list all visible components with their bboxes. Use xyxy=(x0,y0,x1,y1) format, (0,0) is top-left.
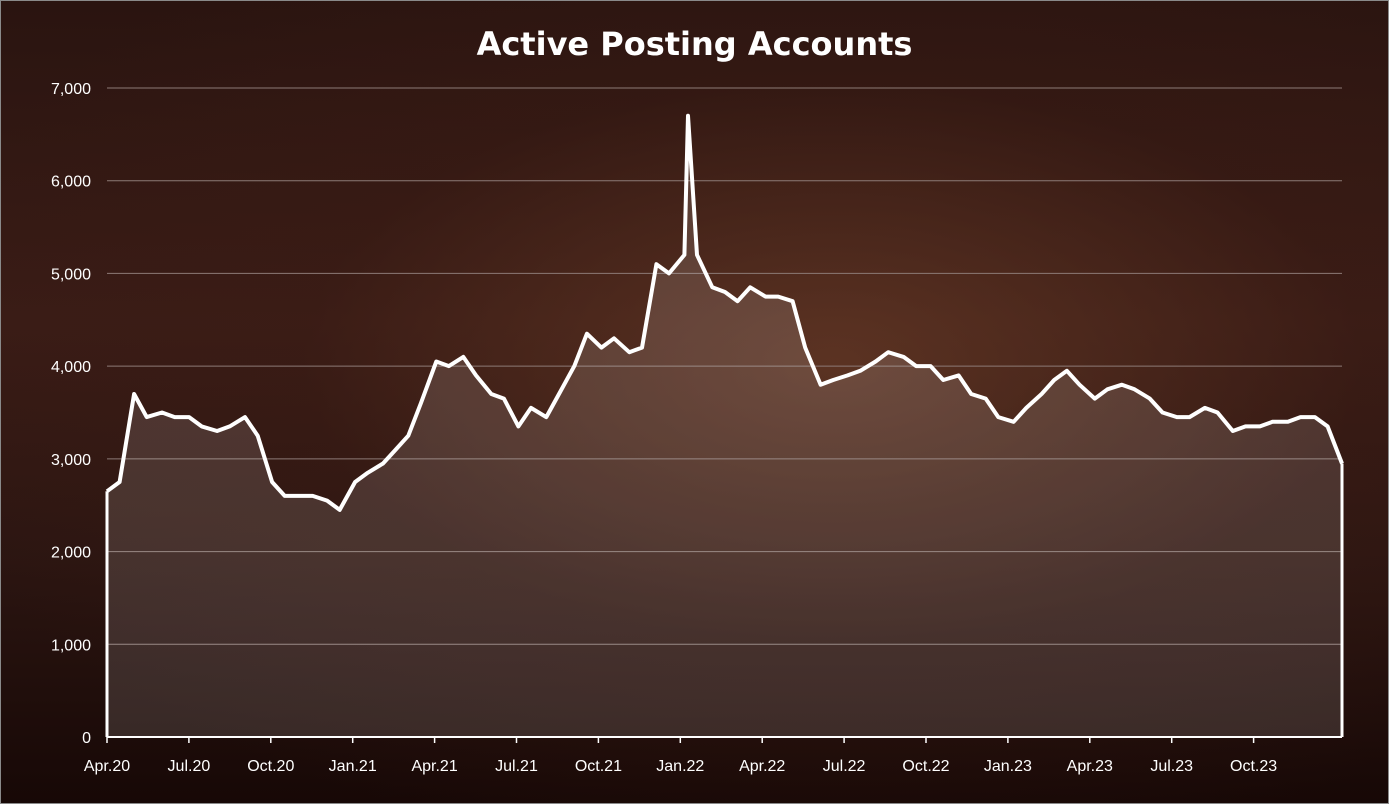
series-line xyxy=(105,113,1344,512)
y-tick-label: 1,000 xyxy=(51,637,91,654)
x-tick-labels: Apr.20 Jul.20 Oct.20 Jan.21 Apr.21 Jul.21 Oct.… xyxy=(84,758,1277,775)
x-tick-label: Jul.21 xyxy=(495,758,538,775)
y-tick-label: 6,000 xyxy=(51,174,91,191)
chart-title: Active Posting Accounts xyxy=(476,25,913,63)
area-fill xyxy=(107,115,1342,738)
x-tick-label: Apr.21 xyxy=(411,758,457,775)
plot-area xyxy=(105,113,1344,738)
x-tick-label: Oct.23 xyxy=(1230,758,1277,775)
x-tick-label: Oct.21 xyxy=(575,758,622,775)
y-tick-label: 4,000 xyxy=(51,359,91,376)
x-tick-label: Apr.23 xyxy=(1067,758,1113,775)
x-tick-label: Apr.22 xyxy=(739,758,785,775)
x-tick-label: Apr.20 xyxy=(84,758,130,775)
x-tick-label: Jan.22 xyxy=(656,758,704,775)
grid-lines xyxy=(107,87,1342,645)
x-tick-label: Oct.22 xyxy=(902,758,949,775)
x-tick-label: Jul.20 xyxy=(168,758,211,775)
y-tick-label: 0 xyxy=(82,730,91,747)
y-tick-label: 7,000 xyxy=(51,81,91,98)
x-tick-label: Jul.22 xyxy=(823,758,866,775)
x-tick-label: Oct.20 xyxy=(247,758,294,775)
y-tick-label: 3,000 xyxy=(51,452,91,469)
y-tick-label: 2,000 xyxy=(51,545,91,562)
y-tick-labels: 0 1,000 2,000 3,000 4,000 5,000 6,000 7,000 xyxy=(51,81,91,747)
x-tick-label: Jan.21 xyxy=(329,758,377,775)
y-tick-label: 5,000 xyxy=(51,266,91,283)
x-tick-label: Jul.23 xyxy=(1150,758,1193,775)
axes xyxy=(106,736,1342,743)
x-tick-label: Jan.23 xyxy=(984,758,1032,775)
